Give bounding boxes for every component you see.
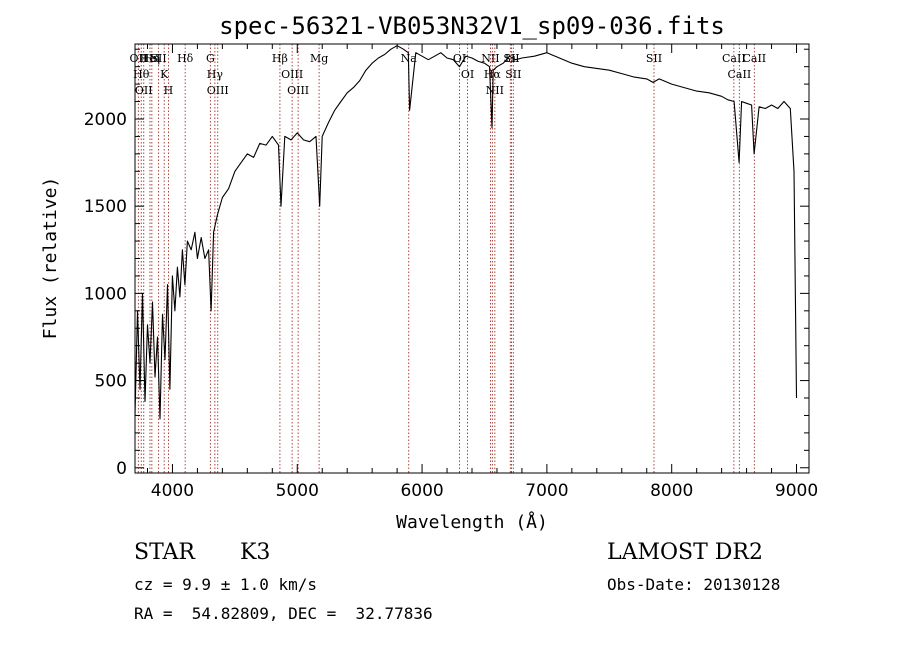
spectral-line-label: K bbox=[160, 68, 169, 81]
y-tick-label: 0 bbox=[116, 459, 127, 479]
object-class: STAR bbox=[134, 540, 195, 565]
spectral-line-label: OI bbox=[461, 68, 474, 81]
y-tick-label: 1000 bbox=[84, 284, 127, 304]
spectral-line-label: CaII bbox=[742, 52, 766, 65]
x-tick-label: 5000 bbox=[276, 481, 319, 501]
spectral-line-label: OII bbox=[135, 84, 153, 97]
spectral-line-label: SII bbox=[646, 52, 662, 65]
spectral-line-label: H bbox=[164, 84, 174, 97]
spectral-line-label: OII bbox=[130, 52, 148, 65]
spectral-line-label: OIII bbox=[207, 84, 229, 97]
spectral-line-label: Mg bbox=[310, 52, 328, 65]
y-tick-label: 2000 bbox=[84, 110, 127, 130]
redshift-line: cz = 9.9 ± 1.0 km/s bbox=[134, 575, 318, 594]
spectral-line-label: OIII bbox=[281, 68, 303, 81]
plot-frame bbox=[134, 43, 810, 474]
spectral-line-label: Hθ bbox=[133, 68, 150, 81]
y-tick-label: 500 bbox=[95, 372, 127, 392]
spectral-line-markers bbox=[137, 44, 755, 473]
spectrum-series bbox=[134, 45, 798, 420]
spectral-line-label: SII bbox=[505, 68, 521, 81]
spectral-line-label: HeI bbox=[140, 52, 160, 65]
ra-dec-line: RA = 54.82809, DEC = 32.77836 bbox=[134, 604, 433, 623]
spectral-line-label: Hδ bbox=[177, 52, 194, 65]
spectral-line-label: Hβ bbox=[272, 52, 288, 65]
spectral-line-label: CaII bbox=[722, 52, 746, 65]
spectral-line-label: CaII bbox=[728, 68, 752, 81]
spectral-line-label: Li bbox=[505, 52, 516, 65]
spectrum-line bbox=[134, 45, 798, 420]
spectral-line-label: NII bbox=[486, 84, 504, 97]
spectral-line-label: SII bbox=[503, 52, 519, 65]
spectral-line-label: Hγ bbox=[207, 68, 224, 81]
chart-title: spec-56321-VB053N32V1_sp09-036.fits bbox=[219, 12, 725, 40]
spectral-line-label: OIII bbox=[287, 84, 309, 97]
x-axis-label: Wavelength (Å) bbox=[396, 511, 548, 533]
x-tick-label: 8000 bbox=[650, 481, 693, 501]
survey-name: LAMOST DR2 bbox=[607, 540, 763, 565]
spectral-line-label: SII bbox=[150, 52, 166, 65]
x-tick-label: 7000 bbox=[525, 481, 568, 501]
spectral-line-label: Hη bbox=[144, 52, 160, 65]
spectral-line-label: G bbox=[206, 52, 215, 65]
observation-date: Obs-Date: 20130128 bbox=[607, 575, 781, 594]
x-tick-label: 4000 bbox=[151, 481, 194, 501]
y-axis-label: Flux (relative) bbox=[40, 177, 61, 340]
x-tick-label: 9000 bbox=[775, 481, 818, 501]
object-subclass: K3 bbox=[240, 540, 271, 565]
x-tick-label: 6000 bbox=[400, 481, 443, 501]
y-tick-label: 1500 bbox=[84, 197, 127, 217]
x-axis-ticks: 4000 5000 6000 7000 8000 9000 bbox=[146, 44, 818, 501]
spectral-line-label: NII bbox=[481, 52, 499, 65]
y-axis-ticks: 0 500 1000 1500 2000 bbox=[84, 48, 809, 479]
axes bbox=[134, 43, 810, 474]
